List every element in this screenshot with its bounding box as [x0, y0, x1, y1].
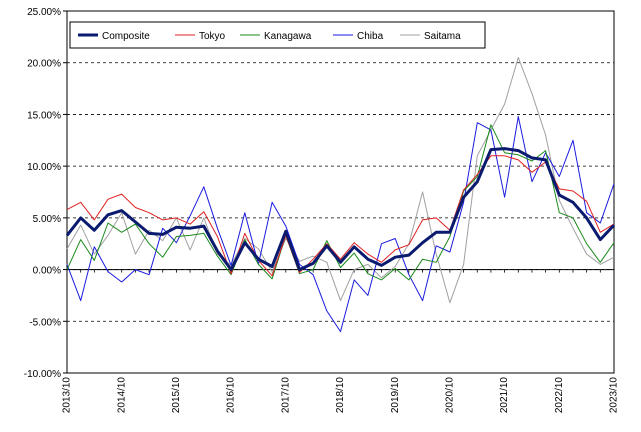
- x-axis-ticks: 2013/10 2014/10 2015/10 2016/10 2017/10 2018/…: [62, 269, 620, 414]
- series-lines: [65, 57, 616, 333]
- y-tick-label: 5.00%: [33, 214, 61, 225]
- x-tick-label: 2014/10: [116, 377, 127, 414]
- legend-label-kanagawa: Kanagawa: [264, 31, 312, 42]
- x-tick-label: 2016/10: [226, 377, 237, 414]
- y-tick-label: 15.00%: [27, 110, 61, 121]
- y-tick-label: -10.00%: [24, 369, 61, 380]
- x-tick-label: 2013/10: [62, 377, 73, 414]
- y-tick-label: 0.00%: [33, 266, 61, 277]
- x-tick-label: 2017/10: [280, 377, 291, 414]
- x-tick-label: 2020/10: [445, 377, 456, 414]
- legend: Composite Tokyo Kanagawa Chiba Saitama: [69, 21, 486, 49]
- x-tick-label: 2019/10: [390, 377, 401, 414]
- y-tick-label: -5.00%: [29, 317, 61, 328]
- series-line-tokyo: [66, 155, 615, 277]
- y-tick-label: 20.00%: [27, 59, 61, 70]
- x-tick-label: 2022/10: [554, 377, 565, 414]
- legend-label-saitama: Saitama: [424, 31, 461, 42]
- y-axis-ticks: -10.00% -5.00% 0.00% 5.00% 10.00% 15.00% 20.00…: [24, 7, 67, 380]
- series-line-saitama: [66, 57, 615, 304]
- y-tick-label: 25.00%: [27, 7, 61, 18]
- series-line-composite: [65, 147, 616, 272]
- series-line-chiba: [66, 116, 615, 333]
- x-tick-label: 2023/10: [609, 377, 620, 414]
- x-tick-label: 2015/10: [171, 377, 182, 414]
- legend-label-chiba: Chiba: [357, 31, 384, 42]
- legend-label-tokyo: Tokyo: [199, 31, 226, 42]
- plot-area: [66, 10, 615, 374]
- x-tick-label: 2021/10: [499, 377, 510, 414]
- series-line-kanagawa: [66, 124, 615, 281]
- legend-label-composite: Composite: [102, 31, 150, 42]
- y-tick-label: 10.00%: [27, 162, 61, 173]
- x-tick-label: 2018/10: [335, 377, 346, 414]
